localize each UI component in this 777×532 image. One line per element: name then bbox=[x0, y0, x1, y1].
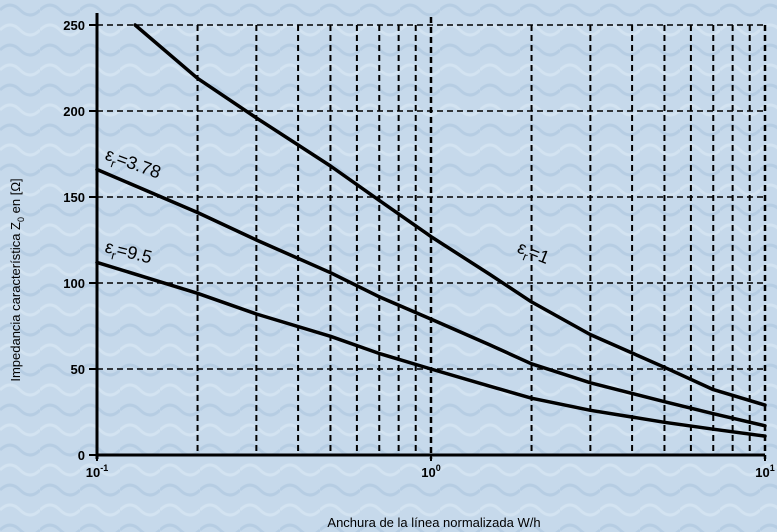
axes-layer: 0 50 100 150 200 250 10-1 100 101 bbox=[63, 13, 775, 480]
series-line-2 bbox=[95, 260, 767, 438]
y-axis-label: Impedancia característica Z0 en [Ω] bbox=[8, 178, 26, 381]
y-tick-label: 0 bbox=[78, 448, 85, 463]
y-axis-label-sub: 0 bbox=[16, 217, 26, 222]
y-tick-label: 100 bbox=[63, 276, 85, 291]
y-tick-label: 150 bbox=[63, 190, 85, 205]
y-tick-label: 200 bbox=[63, 104, 85, 119]
x-tick-label: 101 bbox=[755, 463, 774, 480]
y-tick-label: 50 bbox=[71, 362, 85, 377]
y-axis-label-tail: en [Ω] bbox=[8, 178, 23, 217]
x-tick-label: 10-1 bbox=[86, 463, 108, 480]
x-axis-label: Anchura de la línea normalizada W/h bbox=[327, 515, 540, 530]
y-tick-label: 250 bbox=[63, 18, 85, 33]
y-axis-label-main: Impedancia característica Z bbox=[8, 222, 23, 382]
series-layer bbox=[95, 23, 767, 438]
x-tick-label: 100 bbox=[421, 463, 440, 480]
series-line-0 bbox=[133, 23, 767, 407]
series-line-1 bbox=[95, 167, 767, 428]
